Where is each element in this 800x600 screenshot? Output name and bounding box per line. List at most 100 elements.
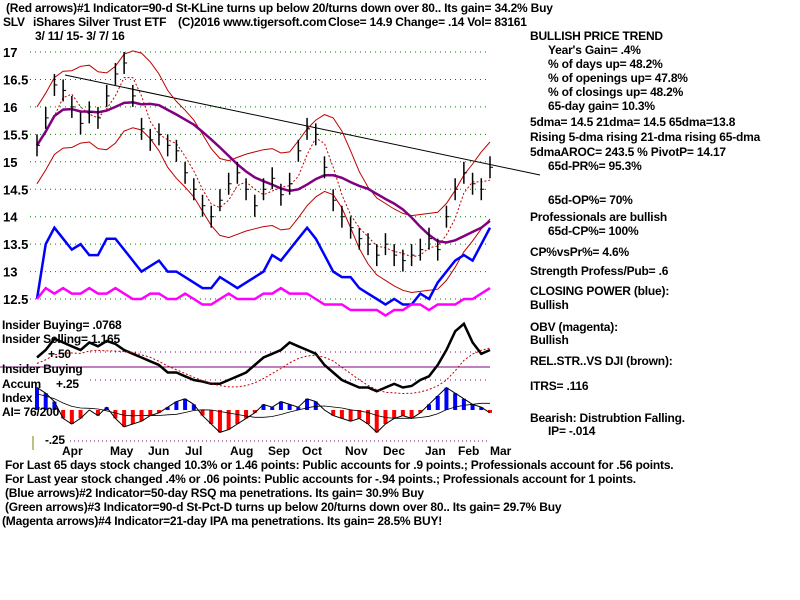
accum-bar — [435, 396, 440, 410]
accum-bar — [69, 410, 74, 424]
aroc: 5dmaAROC= 243.5 % PivotP= 14.17 — [530, 145, 726, 159]
trendline — [64, 74, 541, 176]
days-up: % of days up= 48.2% — [548, 57, 663, 71]
bearish: Bearish: Distrubtion Falling. — [530, 411, 685, 425]
year-gain: Year's Gain= .4% — [548, 43, 641, 57]
accum-bar — [453, 393, 458, 410]
openings-up: % of openings up= 47.8% — [548, 71, 688, 85]
accum-bar — [191, 404, 196, 410]
y-tick-label: 16 — [3, 100, 17, 115]
accum-bar — [244, 410, 249, 419]
insider-line — [36, 321, 491, 393]
accum-bar — [104, 407, 109, 410]
closings-up: % of closings up= 48.2% — [548, 85, 684, 99]
indicator-1-text: (Red arrows)#1 Indicator=90-d St-KLine t… — [6, 1, 553, 15]
accum-bar — [427, 404, 432, 410]
op: 65d-OP%= 70% — [548, 193, 633, 207]
month-label: Aug — [230, 444, 253, 458]
footer-line-4: (Green arrows)#3 Indicator=90-d St-Pct-D… — [5, 500, 562, 514]
month-label: May — [110, 444, 134, 458]
insider-buying-label: Insider Buying — [2, 362, 83, 376]
y-tick-label: 14 — [3, 210, 18, 225]
month-label: Apr — [62, 444, 83, 458]
month-label: Nov — [345, 444, 368, 458]
accum-bar — [156, 410, 161, 413]
accum-bar — [400, 410, 405, 416]
y-tick-label: 16.5 — [3, 72, 28, 87]
month-label: Jan — [425, 444, 446, 458]
accum-ma — [36, 393, 490, 419]
accum-bar — [43, 393, 48, 410]
accum-bar — [348, 410, 353, 422]
accum-bar — [470, 404, 475, 410]
accum-bar — [261, 404, 266, 410]
accum-bar — [209, 410, 214, 424]
plus50-label: +.50 — [48, 347, 71, 361]
accum-bar — [130, 410, 135, 424]
accum-bar — [95, 410, 100, 416]
footer-line-3: (Blue arrows)#2 Indicator=50-day RSQ ma … — [5, 486, 424, 500]
accum-bar — [200, 410, 205, 416]
month-label: Dec — [383, 444, 405, 458]
accum-bar — [305, 398, 310, 410]
accum-bar — [270, 407, 275, 410]
accum-bar — [174, 401, 179, 410]
closing-power: CLOSING POWER (blue): — [530, 284, 670, 298]
accum-bar — [113, 410, 118, 419]
y-tick-label: 15.5 — [3, 127, 28, 142]
relstr: REL.STR..VS DJI (brown): — [530, 354, 673, 368]
ip: IP= -.014 — [548, 424, 596, 438]
accum-bar — [331, 410, 336, 416]
quote: Close= 14.9 Change= .14 Vol= 83161 — [328, 15, 527, 29]
obv: OBV (magenta): — [530, 320, 618, 334]
accum-bar — [392, 410, 397, 419]
accum-bar — [313, 401, 318, 410]
y-tick-label: 13.5 — [3, 237, 28, 252]
accum-bar — [374, 410, 379, 433]
cpvspr: CP%vsPr%= 4.6% — [530, 245, 629, 259]
insider-selling-val: Insider Selling= 1.165 — [2, 332, 120, 346]
rising: Rising 5-dma rising 21-dma rising 65-dma — [530, 130, 761, 144]
security-name: iShares Silver Trust ETF — [33, 15, 167, 29]
accum-bar — [339, 410, 344, 419]
accum-bar — [488, 410, 492, 413]
footer-line-2: For Last year stock changed .4% or .06 p… — [5, 472, 636, 486]
y-tick-label: 15 — [3, 155, 17, 170]
dmas: 5dma= 14.5 21dma= 14.5 65dma=13.8 — [530, 115, 736, 129]
accum-bar — [35, 387, 39, 410]
index-label: Index — [2, 391, 33, 405]
accum-bar — [287, 404, 292, 410]
accum-bar — [217, 410, 222, 433]
accum-bar — [461, 398, 466, 410]
accum-bar — [226, 410, 231, 430]
obv-line — [36, 286, 491, 317]
strength: Strength Profess/Pub= .6 — [530, 264, 669, 278]
accum-bar — [148, 410, 153, 416]
accum-bar — [183, 398, 188, 410]
itrs: ITRS= .116 — [530, 379, 589, 393]
month-label: Feb — [458, 444, 479, 458]
symbol: SLV — [3, 15, 25, 29]
gain-65: 65-day gain= 10.3% — [548, 99, 655, 113]
ai-label: AI= 76/200 — [2, 405, 60, 419]
pr: 65d-PR%= 95.3% — [548, 159, 642, 173]
month-label: Jun — [148, 444, 169, 458]
accum-bar — [409, 410, 414, 419]
month-label: Sep — [268, 444, 290, 458]
accum-bar — [61, 410, 66, 419]
footer-line-1: For Last 65 days stock changed 10.3% or … — [5, 458, 674, 472]
accum-bar — [252, 410, 257, 413]
y-tick-label: 17 — [3, 45, 17, 60]
insider-buying-val: Insider Buying= .0768 — [2, 318, 122, 332]
accum-label: Accum — [2, 377, 42, 391]
date-range: 3/ 11/ 15- 3/ 7/ 16 — [35, 29, 125, 43]
y-tick-label: 13 — [3, 265, 17, 280]
accum-line — [36, 386, 491, 434]
accum-bar — [52, 401, 57, 410]
month-label: Mar — [490, 444, 512, 458]
accum-bar — [444, 387, 449, 410]
accum-bar — [235, 410, 240, 424]
cp: 65d-CP%= 100% — [548, 224, 639, 238]
plus25-label: +.25 — [56, 377, 79, 391]
